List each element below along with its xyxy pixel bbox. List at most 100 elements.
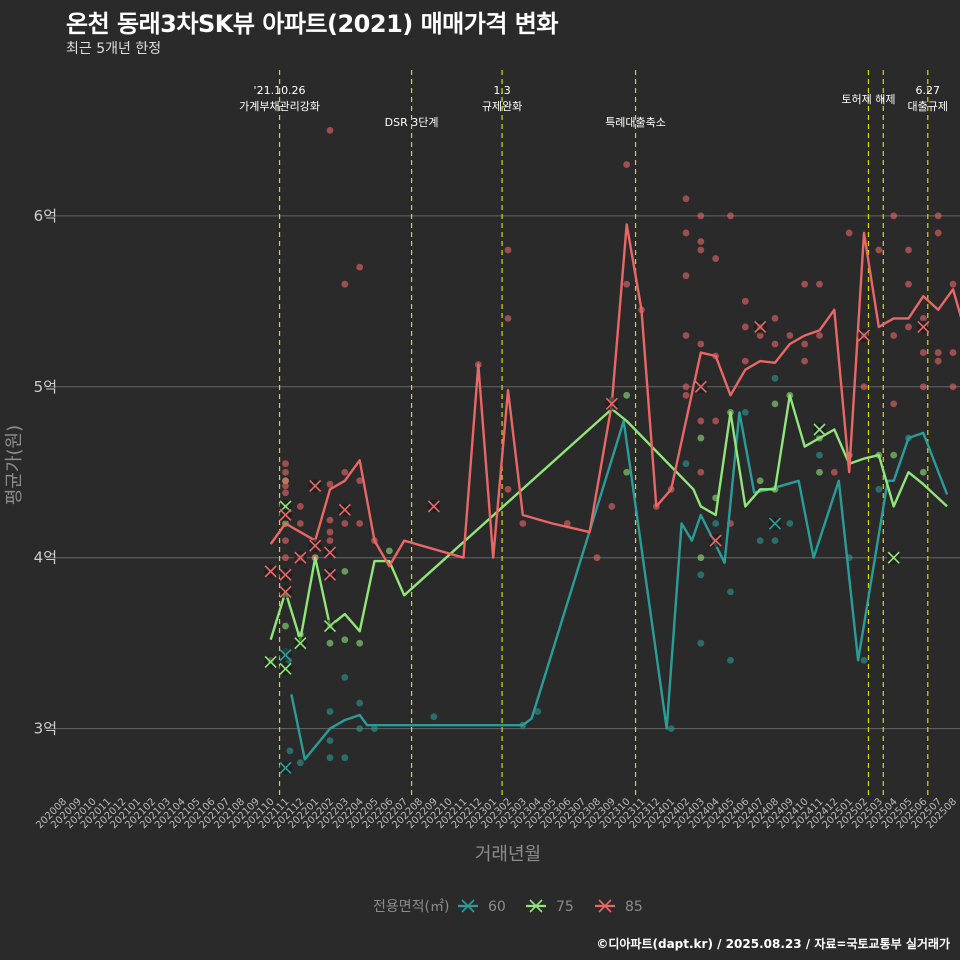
legend-key-cross: [598, 899, 612, 913]
data-point-60: [356, 699, 364, 707]
data-point-85: [934, 212, 942, 220]
data-point-85: [623, 161, 631, 168]
data-point-85: [326, 528, 334, 536]
data-point-85: [934, 357, 942, 365]
marker-85: [293, 551, 307, 565]
policy-annotation: 규제완화: [482, 100, 522, 113]
chart-subtitle: 최근 5개년 한정: [66, 41, 162, 57]
data-point-85: [682, 272, 690, 280]
series-line-85: [269, 223, 960, 568]
marker-85: [427, 499, 441, 513]
data-point-75: [356, 639, 364, 647]
data-point-85: [875, 246, 883, 254]
data-point-75: [816, 468, 823, 476]
data-point-85: [919, 383, 927, 391]
data-point-85: [741, 323, 749, 331]
marker-85: [709, 534, 723, 548]
data-point-85: [919, 314, 927, 322]
data-point-85: [801, 340, 809, 348]
data-point-85: [282, 537, 289, 545]
data-point-60: [341, 673, 349, 681]
data-point-60: [712, 520, 720, 527]
series-line-75: [269, 394, 948, 641]
policy-annotation: 특례대출축소: [605, 116, 666, 129]
data-point-60: [741, 409, 749, 416]
caption: ©디아파트(dapt.kr) / 2025.08.23 / 자료=국토교통부 실…: [596, 937, 950, 951]
data-point-85: [593, 554, 601, 562]
legend-key-cross: [529, 899, 543, 913]
data-point-75: [890, 451, 898, 459]
data-point-85: [341, 520, 349, 527]
data-point-85: [801, 280, 809, 288]
marker-85: [308, 539, 322, 553]
data-point-85: [697, 238, 705, 245]
data-point-85: [282, 477, 289, 485]
data-point-60: [341, 754, 349, 762]
marker-85: [338, 503, 352, 517]
legend-item-85: 85: [595, 899, 643, 915]
data-point-85: [949, 383, 957, 391]
series-lines: [269, 223, 960, 761]
data-point-85: [919, 349, 927, 356]
data-point-85: [682, 391, 690, 399]
data-point-60: [786, 520, 794, 527]
data-point-85: [356, 477, 364, 485]
data-point-85: [504, 485, 512, 493]
marker-60: [279, 761, 292, 775]
data-point-85: [326, 516, 334, 524]
data-point-85: [341, 280, 349, 288]
data-point-60: [371, 725, 378, 733]
policy-annotation: DSR 3단계: [385, 116, 439, 129]
data-point-85: [860, 383, 868, 391]
data-point-85: [282, 482, 289, 490]
data-point-60: [727, 656, 734, 664]
data-point-60: [697, 639, 705, 647]
data-point-75: [341, 636, 349, 644]
marker-85: [753, 320, 767, 334]
policy-annotation: '21.10.26: [254, 84, 306, 97]
marker-75: [813, 423, 826, 436]
data-point-75: [623, 468, 631, 476]
data-point-85: [563, 520, 571, 527]
data-point-75: [697, 554, 705, 562]
marker-85: [857, 328, 871, 342]
marker-85: [264, 564, 278, 578]
data-point-60: [875, 485, 883, 493]
x-axis-title: 거래년월: [475, 844, 541, 865]
data-point-85: [845, 229, 853, 237]
data-point-60: [771, 537, 779, 545]
data-point-85: [741, 357, 749, 365]
data-point-60: [296, 759, 304, 767]
x-axis-ticks: 2020082020092020102020112020122021012021…: [34, 796, 959, 831]
data-point-60: [356, 725, 364, 733]
data-point-85: [949, 349, 957, 356]
data-point-85: [934, 349, 942, 356]
data-point-85: [282, 460, 289, 468]
data-point-85: [801, 357, 809, 365]
data-point-75: [341, 567, 349, 575]
data-point-85: [830, 468, 838, 476]
policy-annotation: 6.27: [916, 84, 941, 97]
y-axis-title: 평균가(원): [4, 425, 25, 505]
data-point-85: [504, 246, 512, 254]
data-point-60: [326, 754, 334, 762]
legend: 전용면적(㎡) 60 75 85: [373, 899, 643, 915]
legend-item-75: 75: [526, 899, 574, 915]
data-point-85: [682, 229, 690, 237]
marker-75: [293, 636, 307, 650]
data-point-85: [905, 280, 912, 288]
highlight-markers: [264, 320, 930, 775]
data-point-60: [534, 708, 542, 715]
marker-75: [279, 662, 292, 676]
data-point-75: [771, 400, 779, 408]
y-axis-ticks: 3억 4억 5억 6억: [34, 207, 57, 738]
marker-85: [694, 380, 708, 394]
data-point-60: [771, 374, 779, 382]
marker-75: [887, 551, 901, 565]
data-point-85: [890, 332, 898, 339]
data-point-85: [890, 212, 898, 220]
data-point-85: [623, 280, 631, 288]
data-point-85: [786, 332, 794, 339]
